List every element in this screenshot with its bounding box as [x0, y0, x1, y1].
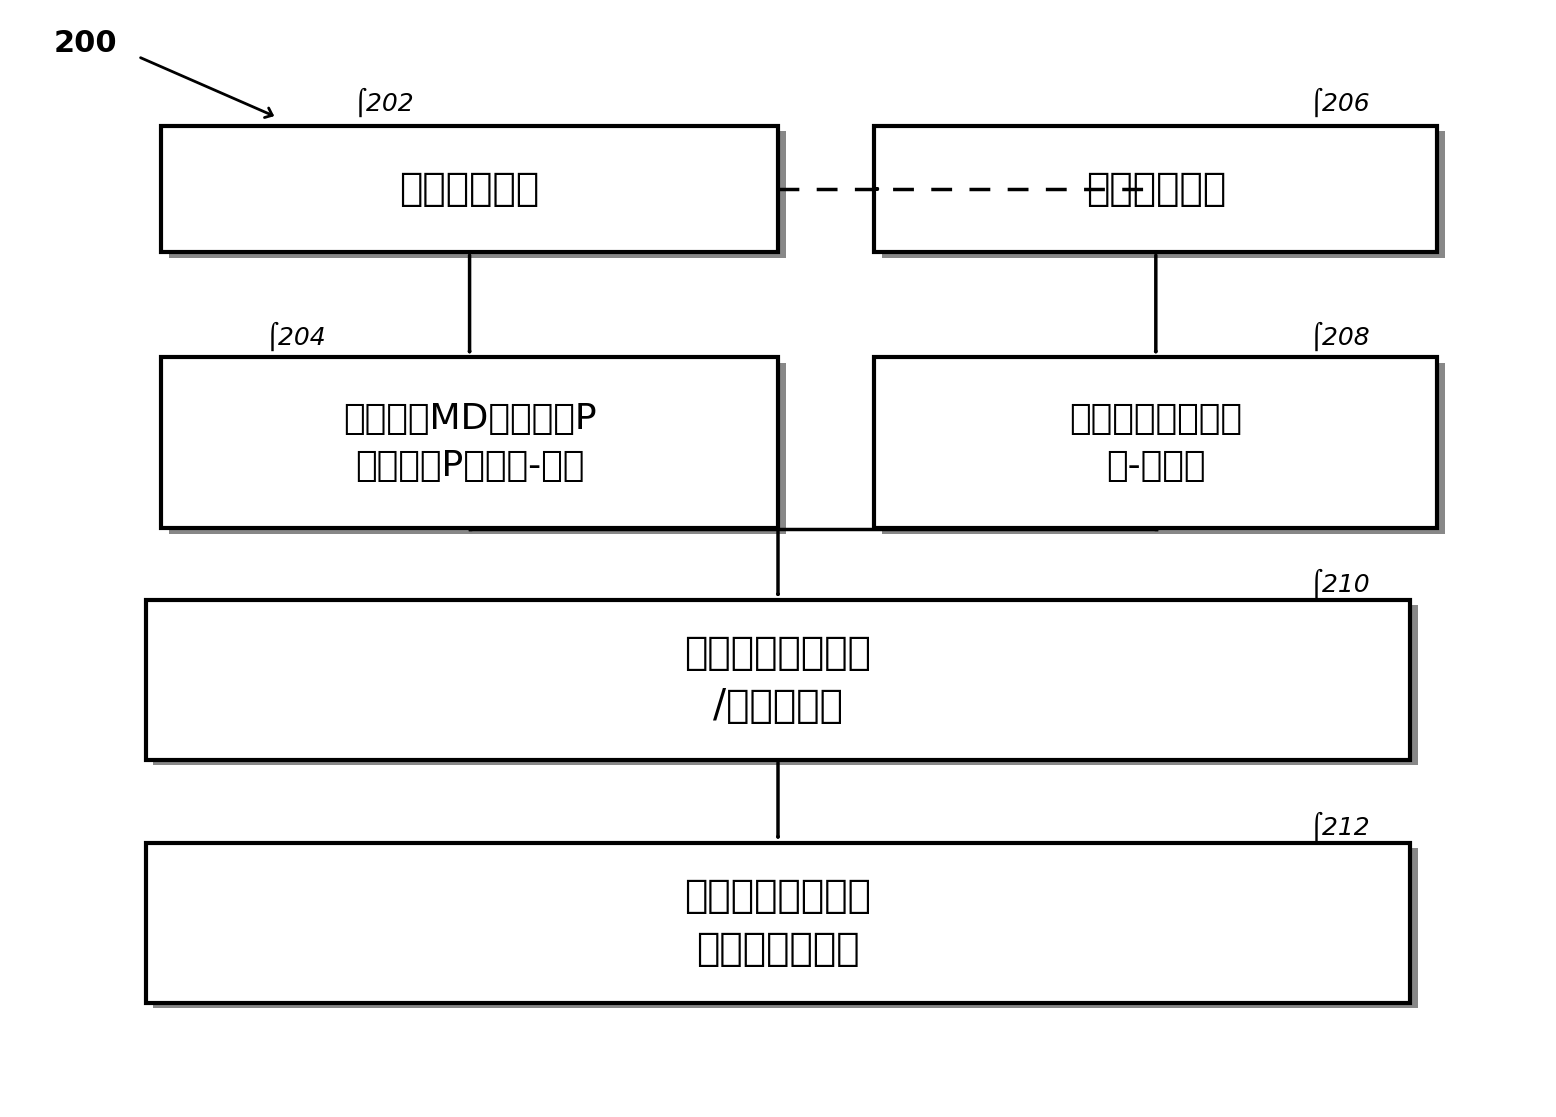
FancyBboxPatch shape: [162, 125, 778, 252]
FancyBboxPatch shape: [162, 357, 778, 528]
Text: 对于每个MD计算周期P
和在周期P的交叉-柔量: 对于每个MD计算周期P 和在周期P的交叉-柔量: [342, 402, 596, 484]
Text: ⌠204: ⌠204: [266, 322, 327, 351]
Text: ⌠212: ⌠212: [1310, 812, 1371, 841]
FancyBboxPatch shape: [874, 125, 1438, 252]
Text: ⌠202: ⌠202: [353, 88, 414, 117]
Text: 估计振动振幅比率
/严重性水平: 估计振动振幅比率 /严重性水平: [685, 634, 871, 725]
FancyBboxPatch shape: [154, 605, 1418, 765]
Text: ⌠208: ⌠208: [1310, 322, 1371, 351]
Text: ⌠210: ⌠210: [1310, 569, 1371, 599]
Text: 地面操作参数: 地面操作参数: [1086, 170, 1226, 208]
FancyBboxPatch shape: [874, 357, 1438, 528]
FancyBboxPatch shape: [882, 363, 1446, 534]
Text: 如果需要的话监视
并采取修正行为: 如果需要的话监视 并采取修正行为: [685, 877, 871, 968]
FancyBboxPatch shape: [146, 842, 1410, 1002]
Text: 钻具组合说明: 钻具组合说明: [400, 170, 540, 208]
FancyBboxPatch shape: [146, 600, 1410, 760]
Text: ⌠206: ⌠206: [1310, 88, 1371, 117]
Text: 计算操作参数中的
峰-峰波动: 计算操作参数中的 峰-峰波动: [1069, 402, 1242, 484]
FancyBboxPatch shape: [154, 848, 1418, 1008]
FancyBboxPatch shape: [170, 131, 786, 258]
FancyBboxPatch shape: [170, 363, 786, 534]
Text: 200: 200: [53, 29, 117, 58]
FancyBboxPatch shape: [882, 131, 1446, 258]
